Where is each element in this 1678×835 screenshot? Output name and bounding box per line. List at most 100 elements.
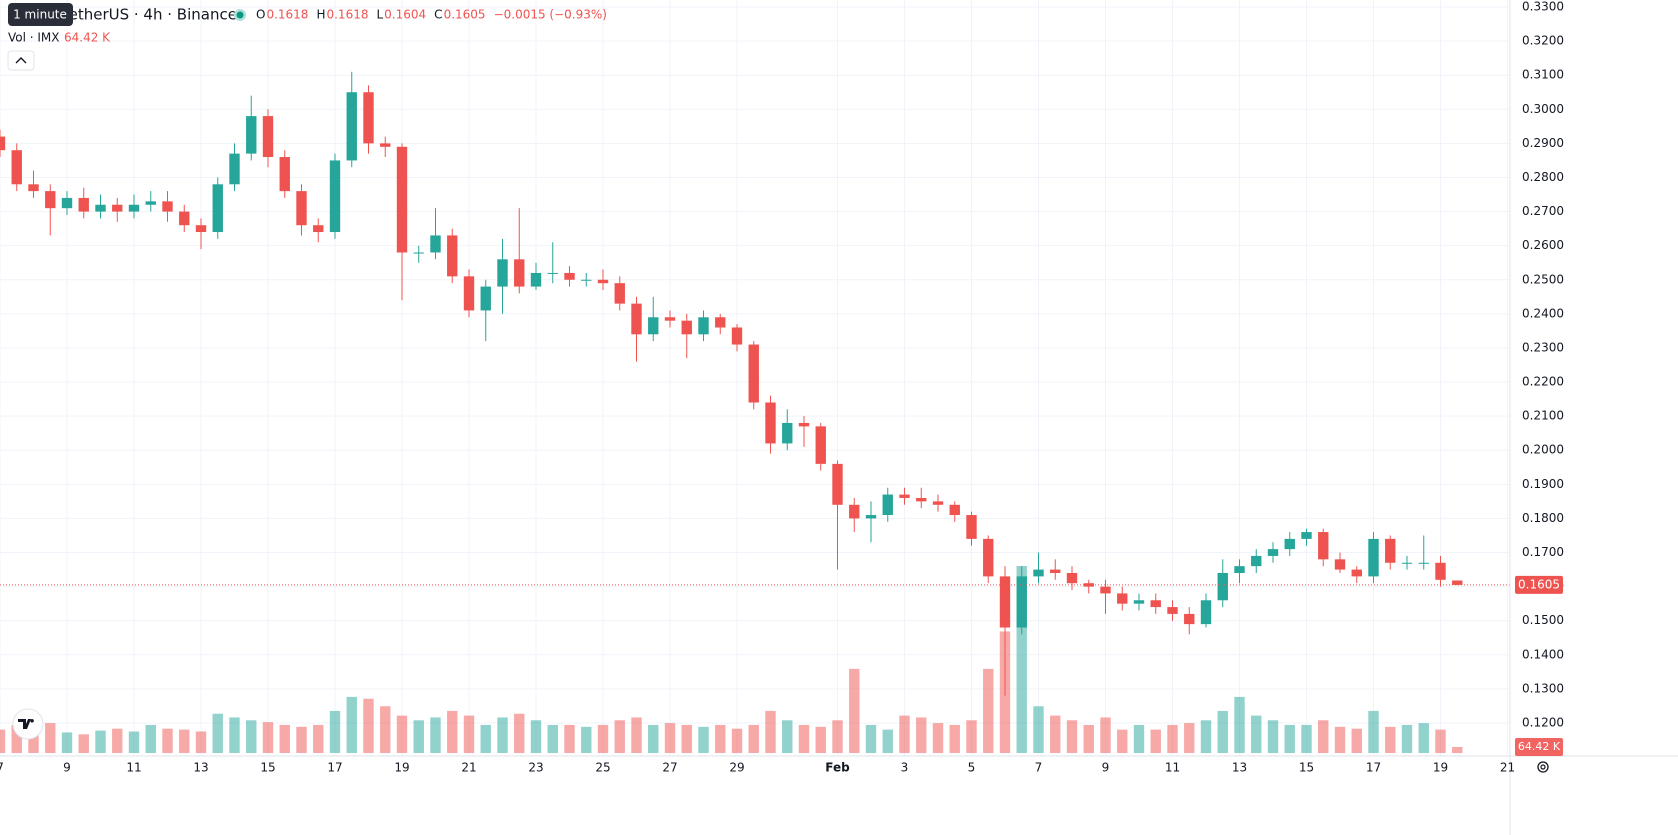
x-tick-label: 11 — [126, 761, 141, 775]
candle-body — [1418, 562, 1429, 564]
volume-bar — [179, 729, 190, 753]
candle-body — [78, 197, 89, 212]
volume-bar — [1318, 720, 1329, 753]
volume-bar — [1167, 724, 1178, 753]
y-tick-label: 0.2800 — [1522, 170, 1564, 184]
volume-bar — [865, 724, 877, 753]
volume-bar — [916, 717, 927, 753]
volume-bar — [296, 726, 307, 753]
y-tick-label: 0.2300 — [1522, 340, 1564, 354]
volume-bar — [195, 731, 207, 753]
volume-bar — [614, 720, 625, 753]
candle-body — [698, 317, 709, 335]
volume-bar — [497, 717, 508, 753]
x-tick-label: 7 — [0, 761, 4, 775]
volume-bar — [1284, 724, 1295, 753]
candle-body — [1050, 569, 1061, 573]
logo[interactable] — [12, 708, 44, 740]
volume-bar — [514, 713, 525, 753]
volume-bar — [1267, 720, 1279, 753]
candle-body — [865, 515, 877, 519]
x-tick-label: 3 — [901, 761, 909, 775]
candle-body — [1066, 572, 1078, 584]
candle-body — [179, 211, 190, 226]
candle-body — [899, 494, 910, 498]
collapse-icon — [15, 57, 27, 64]
candle-body — [128, 204, 140, 212]
volume-bar — [313, 724, 324, 753]
candle-body — [1016, 576, 1027, 628]
volume-bar — [899, 715, 910, 753]
volume-bar — [78, 734, 89, 753]
collapse-button[interactable] — [7, 50, 35, 71]
volume-bar — [1251, 715, 1262, 753]
candle-body — [1133, 600, 1145, 604]
y-tick-label: 0.2900 — [1522, 136, 1564, 150]
y-tick-label: 0.2400 — [1522, 306, 1564, 320]
candle-body — [832, 463, 843, 505]
x-tick-label: 23 — [528, 761, 543, 775]
candle-body — [1083, 583, 1094, 587]
candle-body — [949, 504, 960, 516]
volume-bar — [815, 726, 826, 753]
volume-bar — [430, 717, 441, 753]
candle-body — [1184, 613, 1195, 625]
change-value: −0.0015 (−0.93%) — [494, 8, 607, 22]
candle-body — [380, 143, 391, 147]
candle-body — [966, 515, 977, 539]
candle-body — [1301, 532, 1312, 539]
settings-icon-core — [1540, 764, 1546, 770]
volume-bar — [1117, 729, 1128, 753]
settings-icon — [1537, 761, 1549, 773]
candle-body — [1385, 538, 1396, 563]
volume-bar — [1418, 723, 1429, 753]
candle-body — [581, 279, 592, 281]
volume-bar — [229, 717, 240, 753]
volume-bar — [61, 732, 73, 753]
volume-bar — [1016, 566, 1027, 753]
volume-bar — [112, 728, 123, 753]
tooltip: 1 minute — [13, 8, 67, 22]
volume-bar — [1100, 717, 1111, 753]
y-tick-label: 0.1700 — [1522, 545, 1564, 559]
candle-body — [112, 204, 123, 212]
candle-body — [681, 320, 692, 335]
y-tick-label: 0.1300 — [1522, 681, 1564, 695]
candle-body — [279, 157, 290, 192]
candle-body — [1351, 569, 1362, 577]
y-tick-label: 0.3000 — [1522, 102, 1564, 116]
volume-bar — [1351, 728, 1362, 753]
volume-bar — [1133, 724, 1145, 753]
x-tick-label: 5 — [968, 761, 976, 775]
candle-body — [229, 153, 240, 185]
volume-bar — [262, 722, 274, 753]
volume-bar — [932, 723, 944, 753]
volume-bar — [480, 724, 491, 753]
candle-body — [597, 279, 609, 284]
volume-bar — [396, 715, 408, 753]
candle-body — [346, 92, 357, 161]
volume-bar — [1452, 746, 1463, 753]
last-price-box — [1515, 575, 1563, 594]
settings-button[interactable] — [1537, 761, 1549, 773]
x-tick-label: 27 — [662, 761, 677, 775]
candle-body — [1401, 562, 1413, 564]
x-tick-label: 15 — [1299, 761, 1314, 775]
volume-bar — [1050, 715, 1061, 753]
candle-body — [882, 494, 893, 516]
volume-pane — [0, 566, 1463, 753]
last-volume-label: 64.42 K — [1518, 740, 1561, 753]
volume-bar — [1217, 710, 1228, 753]
volume-bar — [162, 728, 173, 753]
candle-body — [363, 92, 374, 144]
ohlc-value: 0.1618 — [266, 8, 308, 22]
candle-body — [195, 225, 207, 233]
candle-body — [212, 184, 223, 233]
volume-bar — [1301, 724, 1312, 753]
candle-body — [782, 422, 793, 444]
x-tick-label: 21 — [1500, 761, 1515, 775]
x-tick-label: 17 — [1366, 761, 1381, 775]
volume-bar — [128, 731, 140, 753]
candle-body — [798, 422, 810, 427]
